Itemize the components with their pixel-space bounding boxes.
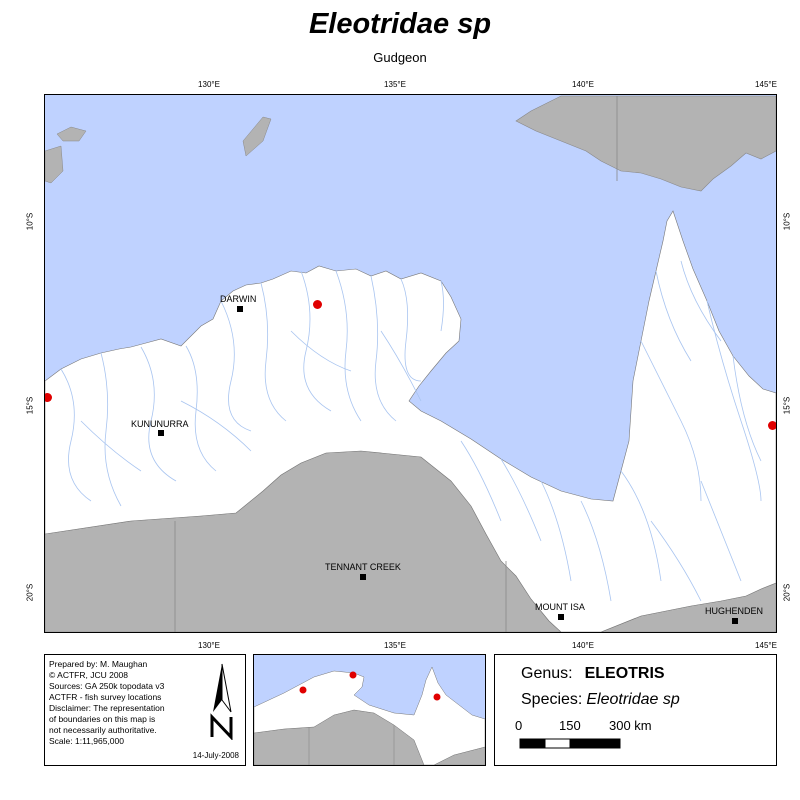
record-point[interactable]	[45, 393, 52, 402]
credit-line: Scale: 1:11,965,000	[49, 736, 124, 746]
lat-tick-right-20: 20°S	[782, 583, 792, 602]
lon-tick-bottom-140: 140°E	[572, 641, 594, 650]
inset-record-point	[433, 693, 441, 701]
credit-line: of boundaries on this map is	[49, 714, 156, 724]
genus-value: ELEOTRIS	[584, 665, 665, 682]
inset-canvas	[254, 666, 485, 765]
scale-label-150: 150	[559, 718, 581, 733]
town-marker-tennant-creek	[360, 574, 366, 580]
main-map[interactable]: DARWIN KUNUNURRA TENNANT CREEK MOUNT ISA…	[44, 94, 777, 633]
inset-mainland	[254, 666, 485, 765]
scale-label-300: 300 km	[609, 718, 652, 733]
lon-tick-bottom-130: 130°E	[198, 641, 220, 650]
town-marker-hughenden	[732, 618, 738, 624]
species-row: Species: Eleotridae sp	[521, 691, 680, 709]
lat-tick-right-10: 10°S	[782, 212, 792, 231]
town-label-hughenden: HUGHENDEN	[705, 606, 764, 616]
river-network	[60, 260, 762, 602]
map-info-panel: Prepared by: M. Maughan © ACTFR, JCU 200…	[44, 654, 246, 766]
map-credits: Prepared by: M. Maughan © ACTFR, JCU 200…	[49, 659, 199, 747]
lon-tick-bottom-145: 145°E	[755, 641, 777, 650]
town-marker-kununurra	[158, 430, 164, 436]
lat-tick-left-20: 20°S	[25, 583, 35, 602]
genus-label: Genus:	[521, 665, 573, 682]
town-label-tennant-creek: TENNANT CREEK	[325, 562, 401, 572]
credit-line: ACTFR - fish survey locations	[49, 692, 162, 702]
species-value: Eleotridae sp	[586, 691, 680, 708]
town-label-darwin: DARWIN	[220, 294, 257, 304]
record-point[interactable]	[768, 421, 776, 430]
genus-row: Genus: ELEOTRIS	[521, 665, 665, 683]
lon-tick-top-135: 135°E	[384, 80, 406, 89]
north-arrow-icon	[210, 663, 233, 740]
map-date: 14-July-2008	[192, 751, 239, 760]
island-2	[242, 116, 272, 157]
lat-tick-left-10: 10°S	[25, 212, 35, 231]
credit-line: © ACTFR, JCU 2008	[49, 670, 129, 680]
inset-overview-map[interactable]	[253, 654, 486, 766]
town-marker-darwin	[237, 306, 243, 312]
map-canvas	[45, 95, 776, 632]
scale-label-0: 0	[515, 718, 523, 733]
town-label-kununurra: KUNUNURRA	[131, 419, 189, 429]
lon-tick-top-140: 140°E	[572, 80, 594, 89]
legend-panel: Genus: ELEOTRIS Species: Eleotridae sp 0 1…	[494, 654, 777, 766]
lon-tick-top-145: 145°E	[755, 80, 777, 89]
record-point[interactable]	[313, 300, 322, 309]
lat-tick-right-15: 15°S	[782, 396, 792, 415]
inset-record-point	[349, 671, 357, 679]
species-label: Species:	[521, 691, 583, 708]
credit-line: Prepared by: M. Maughan	[49, 659, 148, 669]
lon-tick-bottom-135: 135°E	[384, 641, 406, 650]
credit-line: Disclaimer: The representation	[49, 703, 165, 713]
credit-line: not necessarily authoritative.	[49, 725, 157, 735]
scale-bar	[519, 738, 621, 749]
island-1	[56, 126, 87, 142]
town-marker-mount-isa	[558, 614, 564, 620]
map-title: Eleotridae sp	[308, 8, 492, 40]
lat-tick-left-15: 15°S	[25, 396, 35, 415]
new-guinea-land	[515, 95, 776, 192]
map-subtitle: Gudgeon	[373, 50, 427, 65]
inset-record-point	[299, 686, 307, 694]
island-3	[45, 145, 64, 184]
lon-tick-top-130: 130°E	[198, 80, 220, 89]
town-label-mount-isa: MOUNT ISA	[535, 602, 585, 612]
credit-line: Sources: GA 250k topodata v3	[49, 681, 165, 691]
